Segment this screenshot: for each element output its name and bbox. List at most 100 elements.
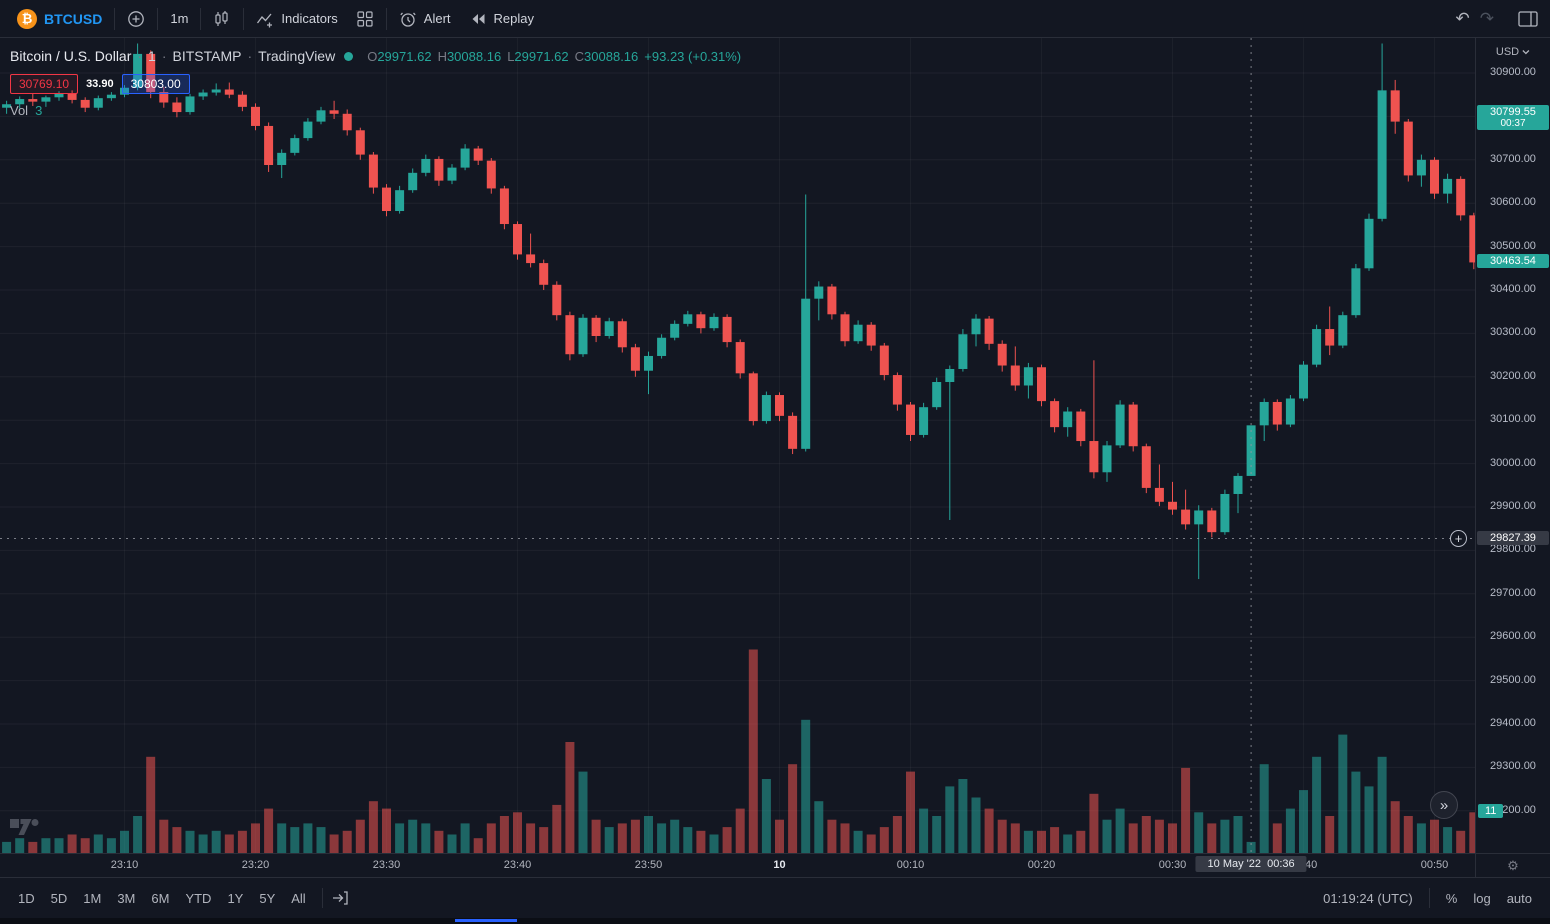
range-button-5d[interactable]: 5D bbox=[50, 890, 68, 906]
timezone-settings-icon[interactable]: ⚙ bbox=[1507, 857, 1519, 873]
time-axis-label: 10 bbox=[773, 859, 786, 871]
range-button-1d[interactable]: 1D bbox=[18, 890, 35, 906]
legend: Bitcoin / U.S. Dollar · 1 · BITSTAMP · T… bbox=[10, 48, 741, 118]
separator-dot: · bbox=[247, 48, 253, 64]
crosshair-time-label: 10 May '22 00:36 bbox=[1195, 856, 1307, 872]
countdown-price-badge: 30799.55 00:37 bbox=[1477, 104, 1549, 130]
crosshair-price-badge: 29827.39 bbox=[1477, 530, 1549, 545]
time-axis-label: 23:30 bbox=[372, 859, 401, 871]
time-axis[interactable]: 00:5000:4000:3000:2000:101023:5023:4023:… bbox=[0, 853, 1475, 877]
market-status-dot bbox=[344, 51, 354, 61]
time-axis-label: 23:50 bbox=[634, 859, 663, 871]
buy-order-button[interactable]: 30803.00 bbox=[121, 74, 190, 94]
range-button-all[interactable]: All bbox=[291, 890, 306, 906]
log-scale-button[interactable]: log bbox=[1473, 890, 1491, 906]
range-button-1y[interactable]: 1Y bbox=[227, 890, 244, 906]
divider bbox=[200, 7, 202, 30]
undo-icon[interactable]: ↶ bbox=[1455, 8, 1470, 28]
legend-interval: 1 bbox=[148, 48, 156, 64]
bitcoin-logo-icon: ₿ bbox=[17, 8, 37, 29]
time-axis-label: 23:10 bbox=[110, 859, 139, 871]
replay-label: Replay bbox=[493, 11, 534, 26]
range-button-6m[interactable]: 6M bbox=[151, 890, 170, 906]
progress-bar bbox=[455, 919, 517, 922]
replay-rewind-icon bbox=[469, 10, 487, 28]
scroll-to-realtime-button[interactable]: » bbox=[1430, 791, 1458, 819]
auto-scale-button[interactable]: auto bbox=[1506, 890, 1532, 906]
bottom-toolbar: 1D 5D 1M 3M 6M YTD 1Y 5Y All 01:19:24 (UTC) % lo… bbox=[0, 877, 1550, 918]
layout-panel-icon[interactable] bbox=[1518, 10, 1538, 28]
chart-region: Bitcoin / U.S. Dollar · 1 · BITSTAMP · T… bbox=[0, 38, 1550, 877]
last-price-badge: 30463.54 bbox=[1477, 254, 1549, 269]
divider bbox=[157, 7, 159, 30]
add-symbol-button[interactable] bbox=[118, 5, 154, 33]
divider bbox=[385, 7, 387, 30]
price-axis-label: 29800.00 bbox=[1490, 543, 1536, 556]
price-axis-label: 29400.00 bbox=[1490, 717, 1536, 729]
range-button-5y[interactable]: 5Y bbox=[259, 890, 276, 906]
price-axis-label: 30200.00 bbox=[1490, 369, 1536, 382]
price-axis-label: 30900.00 bbox=[1490, 66, 1536, 78]
indicators-icon bbox=[256, 10, 274, 28]
chevron-down-icon bbox=[1522, 50, 1530, 55]
price-axis-label: 30400.00 bbox=[1490, 283, 1536, 295]
time-axis-label: 23:20 bbox=[241, 859, 270, 871]
price-axis-label: 30300.00 bbox=[1490, 326, 1536, 339]
divider bbox=[114, 7, 116, 30]
price-axis[interactable]: 29200.00 29300.00 29400.00 29500.00 29600.00… bbox=[1475, 38, 1550, 877]
price-axis-label: 30600.00 bbox=[1490, 196, 1536, 209]
legend-provider: TradingView bbox=[258, 48, 336, 64]
chart-plot: Bitcoin / U.S. Dollar · 1 · BITSTAMP · T… bbox=[0, 38, 1475, 853]
change-value: +93.23 (+0.31%) bbox=[644, 48, 742, 64]
price-axis-label: 29700.00 bbox=[1490, 586, 1536, 599]
ohlc-values: O29971.62 H30088.16 L29971.62 C30088.16 … bbox=[367, 48, 742, 64]
plus-circle-icon bbox=[127, 10, 145, 28]
price-axis-label: 29600.00 bbox=[1490, 630, 1536, 643]
price-axis-label: 30100.00 bbox=[1490, 413, 1536, 426]
time-axis-label: 23:40 bbox=[503, 859, 532, 871]
spread-value: 33.90 bbox=[86, 78, 114, 90]
redo-icon[interactable]: ↷ bbox=[1479, 8, 1494, 28]
interval-button[interactable]: 1m bbox=[161, 5, 197, 33]
alert-button[interactable]: Alert bbox=[390, 5, 460, 33]
alert-label: Alert bbox=[423, 11, 451, 26]
price-axis-label: 30500.00 bbox=[1490, 239, 1536, 252]
volume-value: 3 bbox=[35, 103, 43, 118]
candles bbox=[2, 43, 1475, 580]
bottom-strip bbox=[0, 918, 1550, 924]
interval-label: 1m bbox=[170, 11, 189, 26]
toolbar-right-group: ↶ ↷ bbox=[1456, 9, 1543, 29]
currency-selector[interactable]: USD bbox=[1496, 46, 1530, 58]
volume-axis-badge: 11 bbox=[1478, 804, 1504, 819]
axis-corner: ⚙ bbox=[1476, 853, 1550, 877]
layout-templates-button[interactable] bbox=[347, 5, 383, 33]
crosshair bbox=[0, 38, 1475, 853]
sell-order-button[interactable]: 30769.10 bbox=[10, 74, 79, 94]
chart-canvas[interactable] bbox=[0, 38, 1475, 853]
divider bbox=[321, 888, 323, 908]
price-axis-label: 29500.00 bbox=[1490, 673, 1536, 686]
range-button-3m[interactable]: 3M bbox=[117, 890, 136, 906]
price-axis-label: 30700.00 bbox=[1490, 152, 1536, 165]
range-button-1m[interactable]: 1M bbox=[83, 890, 102, 906]
price-axis-label: 29300.00 bbox=[1490, 760, 1536, 773]
volume-bars bbox=[2, 649, 1475, 853]
volume-row: Vol 3 bbox=[10, 103, 741, 118]
separator-dot: · bbox=[161, 48, 167, 64]
time-axis-label: 00:20 bbox=[1027, 859, 1056, 871]
replay-button[interactable]: Replay bbox=[460, 5, 543, 33]
symbol-button[interactable]: ₿ BTCUSD bbox=[8, 5, 111, 33]
price-axis-label: 30000.00 bbox=[1490, 456, 1536, 469]
indicators-button[interactable]: Indicators bbox=[247, 5, 346, 33]
divider bbox=[243, 7, 245, 30]
symbol-title[interactable]: Bitcoin / U.S. Dollar bbox=[10, 48, 132, 64]
volume-label: Vol bbox=[10, 103, 29, 118]
range-button-ytd[interactable]: YTD bbox=[185, 890, 212, 906]
go-to-date-icon[interactable] bbox=[331, 890, 349, 906]
clock-utc-button[interactable]: 01:19:24 (UTC) bbox=[1323, 890, 1413, 906]
candlestick-chart-icon bbox=[213, 10, 231, 28]
chart-type-button[interactable] bbox=[204, 5, 240, 33]
crosshair-plus-icon[interactable]: + bbox=[1450, 529, 1467, 547]
percent-scale-button[interactable]: % bbox=[1445, 890, 1458, 906]
grid-icon bbox=[356, 10, 374, 28]
